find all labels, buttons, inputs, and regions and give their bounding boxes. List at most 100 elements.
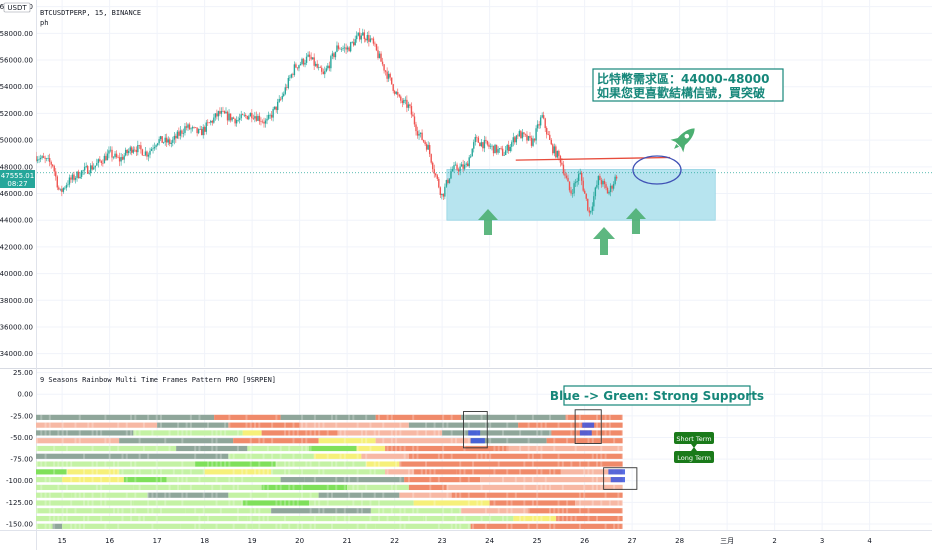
candle-body — [318, 67, 320, 68]
heatmap-tick — [472, 469, 475, 475]
heatmap-tick — [74, 492, 77, 498]
time-axis[interactable]: 15 16 17 18 19 20 21 22 23 24 25 26 27 28 三月 2 3 4 — [58, 537, 873, 545]
heatmap-tick — [420, 469, 423, 475]
highlight-box[interactable] — [463, 411, 488, 449]
heatmap-tick — [506, 445, 509, 452]
short-term-badge[interactable]: Short Term — [674, 432, 714, 448]
heatmap-tick — [549, 469, 551, 475]
candle-body — [422, 139, 425, 142]
candle-body — [242, 114, 244, 116]
currency-label[interactable]: USDT — [7, 4, 27, 12]
highlight-box[interactable] — [574, 409, 602, 444]
heatmap-tick — [301, 422, 304, 428]
heatmap-tick — [437, 477, 440, 483]
symbol-line[interactable]: BTCUSDTPERP, 15, BINANCE — [40, 9, 141, 17]
heatmap-tick — [386, 515, 389, 522]
heatmap-cell — [271, 469, 386, 475]
currency-box[interactable] — [3, 2, 31, 13]
heatmap-tick — [600, 484, 603, 491]
heatmap-tick — [121, 453, 124, 459]
candle-body — [433, 169, 435, 174]
candle-body — [223, 111, 226, 114]
candle-body — [456, 164, 458, 170]
candle-body — [508, 144, 510, 152]
heatmap-tick — [275, 523, 278, 529]
candle-body — [384, 70, 387, 72]
heatmap-cell — [36, 438, 120, 444]
heatmap-tick — [271, 438, 274, 444]
time-tick-label: 三月 — [720, 537, 734, 545]
heatmap-cell — [318, 492, 400, 498]
strong-support-cell — [468, 430, 481, 436]
heatmap-tick — [125, 477, 128, 483]
heatmap-tick — [531, 453, 534, 459]
heatmap-tick — [621, 414, 624, 420]
heatmap-cell — [556, 515, 623, 522]
heatmap-tick — [125, 492, 128, 498]
heatmap-tick — [271, 422, 274, 428]
demand-annotation[interactable]: 比特幣需求區：44000-48000 如果您更喜歡結構信號，買突破 — [592, 68, 784, 102]
heatmap-tick — [484, 523, 487, 529]
strong-support-cell — [582, 422, 595, 428]
candle-body — [600, 180, 603, 185]
heatmap-tick — [356, 523, 359, 529]
candle-body — [308, 54, 311, 57]
indicator-axis[interactable]: 25.00 0.00 -25.00 -50.00 -75.00 -100.00 -125.0… — [6, 369, 33, 528]
heatmap-tick — [215, 453, 218, 459]
candle-body — [389, 73, 391, 78]
heatmap-tick — [318, 422, 321, 428]
candle-body — [354, 39, 356, 46]
heatmap-tick — [365, 430, 368, 436]
candle-body — [289, 77, 291, 79]
breakout-ellipse[interactable] — [632, 155, 682, 185]
candle-body — [213, 117, 215, 123]
heatmap-tick — [416, 445, 419, 452]
heatmap-tick — [236, 430, 239, 436]
candle-body — [564, 173, 566, 176]
heatmap-tick — [138, 438, 141, 444]
heatmap-tick — [437, 453, 440, 459]
heatmap-tick — [343, 484, 346, 491]
candle-body — [267, 114, 270, 119]
heatmap-tick — [279, 500, 282, 506]
candle-body — [245, 115, 247, 116]
heatmap-tick — [215, 438, 218, 444]
heatmap-tick — [442, 515, 445, 522]
heatmap-tick — [378, 508, 380, 514]
candle-body — [278, 98, 280, 102]
heatmap-tick — [574, 445, 577, 452]
heatmap-tick — [177, 484, 180, 491]
indicator-title[interactable]: 9 Seasons Rainbow Multi Time Frames Patt… — [40, 376, 276, 384]
heatmap-tick — [608, 500, 611, 506]
heatmap-tick — [326, 484, 329, 491]
heatmap-tick — [356, 445, 359, 452]
heatmap-cell — [180, 523, 253, 529]
long-term-label: Long Term — [677, 454, 711, 462]
candle-body — [404, 99, 407, 101]
candle-body — [280, 98, 282, 100]
candle-body — [109, 149, 112, 151]
heatmap-tick — [70, 477, 73, 483]
short-term-label: Short Term — [676, 435, 711, 443]
time-tick-label: 21 — [343, 537, 352, 545]
highlight-box[interactable] — [603, 467, 638, 490]
heatmap-tick — [330, 414, 333, 420]
heatmap-tick — [245, 523, 248, 529]
heatmap-tick — [365, 484, 368, 491]
candle-body — [266, 118, 268, 121]
candle-body — [371, 38, 373, 40]
heatmap-cell — [119, 469, 205, 475]
heatmap-tick — [61, 430, 64, 436]
candle-body — [36, 159, 39, 161]
heatmap-cell — [71, 492, 148, 498]
heatmap-tick — [48, 492, 51, 498]
heatmap-tick — [117, 523, 120, 529]
heatmap-tick — [198, 515, 201, 522]
heatmap-tick — [510, 508, 513, 514]
heatmap-tick — [87, 500, 90, 506]
heatmap-tick — [292, 453, 295, 459]
supports-annotation[interactable]: Blue -> Green: Strong Supports — [550, 385, 764, 406]
long-term-badge[interactable]: Long Term — [674, 447, 714, 463]
heatmap-tick — [57, 430, 60, 436]
